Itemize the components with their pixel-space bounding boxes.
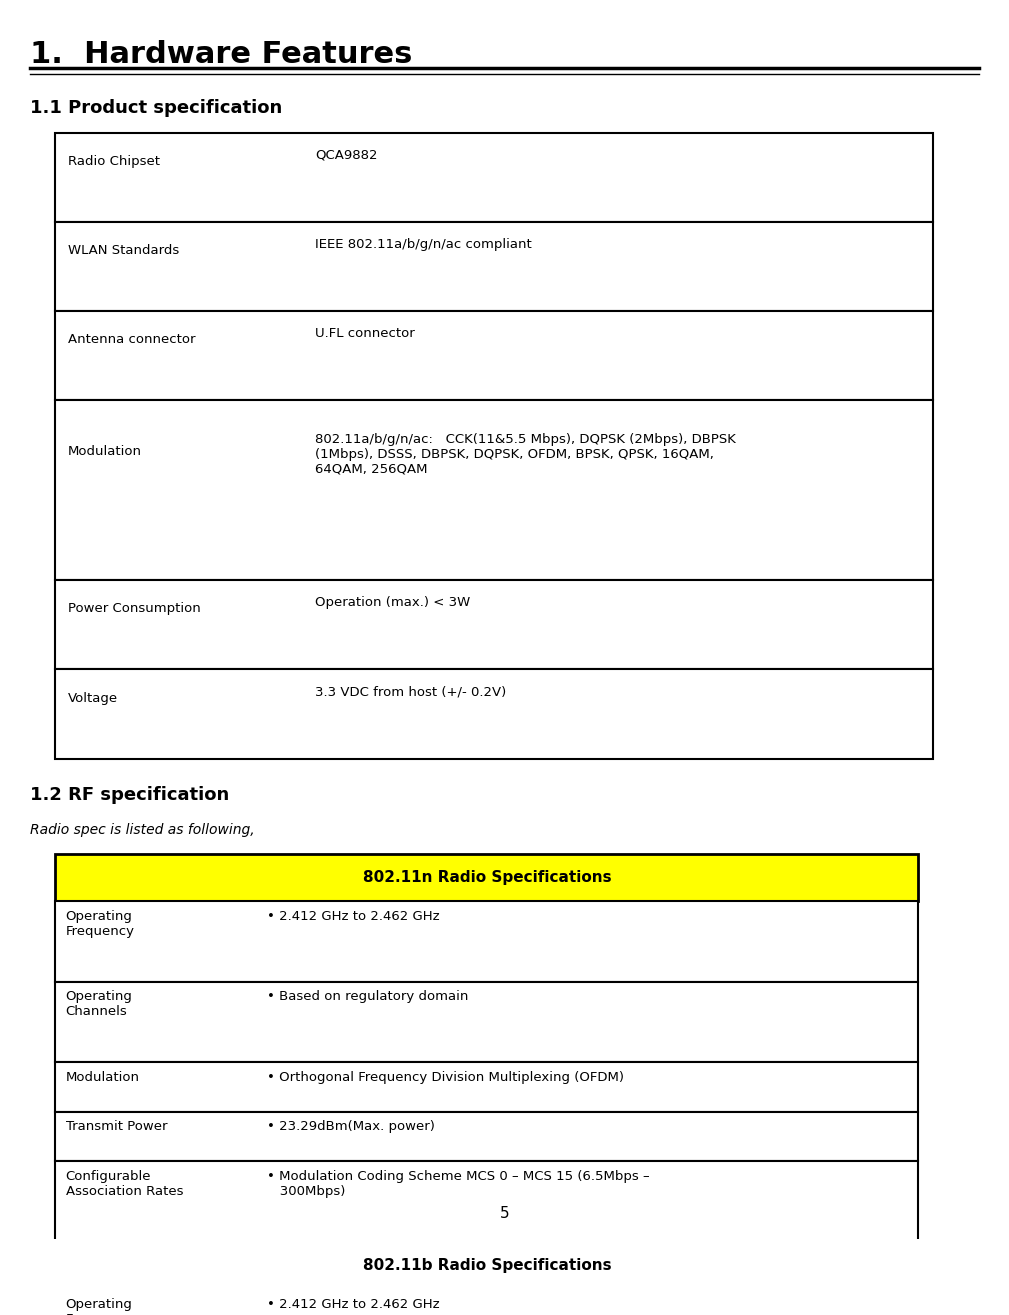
- Text: Modulation: Modulation: [66, 1070, 139, 1084]
- Bar: [55, 669, 933, 759]
- Bar: [55, 901, 918, 981]
- Text: Operating
Frequency: Operating Frequency: [66, 1298, 134, 1315]
- Bar: [55, 1289, 918, 1315]
- Bar: [55, 853, 918, 901]
- Bar: [55, 312, 933, 400]
- Text: • 23.29dBm(Max. power): • 23.29dBm(Max. power): [267, 1120, 435, 1134]
- Bar: [55, 1063, 918, 1111]
- Text: Voltage: Voltage: [68, 692, 118, 705]
- Bar: [55, 981, 918, 1063]
- Bar: [55, 400, 933, 580]
- Text: Radio spec is listed as following,: Radio spec is listed as following,: [30, 823, 255, 836]
- Text: 802.11n Radio Specifications: 802.11n Radio Specifications: [362, 871, 611, 885]
- Text: • Based on regulatory domain: • Based on regulatory domain: [267, 990, 469, 1003]
- Text: • 2.412 GHz to 2.462 GHz: • 2.412 GHz to 2.462 GHz: [267, 1298, 440, 1311]
- Text: Operation (max.) < 3W: Operation (max.) < 3W: [315, 596, 470, 609]
- Text: 1.  Hardware Features: 1. Hardware Features: [30, 39, 413, 68]
- Text: 1.2 RF specification: 1.2 RF specification: [30, 786, 229, 803]
- Text: 1.1 Product specification: 1.1 Product specification: [30, 99, 283, 117]
- Text: Antenna connector: Antenna connector: [68, 334, 195, 346]
- Text: 802.11a/b/g/n/ac:   CCK(11&5.5 Mbps), DQPSK (2Mbps), DBPSK
(1Mbps), DSSS, DBPSK,: 802.11a/b/g/n/ac: CCK(11&5.5 Mbps), DQPS…: [315, 433, 736, 476]
- Text: • Orthogonal Frequency Division Multiplexing (OFDM): • Orthogonal Frequency Division Multiple…: [267, 1070, 625, 1084]
- Text: WLAN Standards: WLAN Standards: [68, 245, 179, 258]
- Text: Operating
Channels: Operating Channels: [66, 990, 132, 1018]
- Text: Power Consumption: Power Consumption: [68, 602, 201, 615]
- Bar: [55, 1111, 918, 1161]
- Text: • 2.412 GHz to 2.462 GHz: • 2.412 GHz to 2.462 GHz: [267, 910, 440, 923]
- Text: Modulation: Modulation: [68, 446, 141, 458]
- Text: Radio Chipset: Radio Chipset: [68, 155, 159, 168]
- Bar: [55, 1161, 918, 1241]
- Text: Operating
Frequency: Operating Frequency: [66, 910, 134, 938]
- Text: 802.11b Radio Specifications: 802.11b Radio Specifications: [362, 1258, 611, 1273]
- Text: U.FL connector: U.FL connector: [315, 327, 415, 341]
- Text: • Modulation Coding Scheme MCS 0 – MCS 15 (6.5Mbps –
   300Mbps): • Modulation Coding Scheme MCS 0 – MCS 1…: [267, 1170, 650, 1198]
- Text: Transmit Power: Transmit Power: [66, 1120, 167, 1134]
- Bar: [55, 1241, 918, 1289]
- Text: QCA9882: QCA9882: [315, 149, 377, 162]
- Bar: [55, 222, 933, 312]
- Text: Configurable
Association Rates: Configurable Association Rates: [66, 1170, 183, 1198]
- Text: IEEE 802.11a/b/g/n/ac compliant: IEEE 802.11a/b/g/n/ac compliant: [315, 238, 532, 251]
- Text: 3.3 VDC from host (+/- 0.2V): 3.3 VDC from host (+/- 0.2V): [315, 685, 507, 698]
- Bar: [55, 580, 933, 669]
- Text: 5: 5: [499, 1206, 510, 1220]
- Bar: [55, 133, 933, 222]
